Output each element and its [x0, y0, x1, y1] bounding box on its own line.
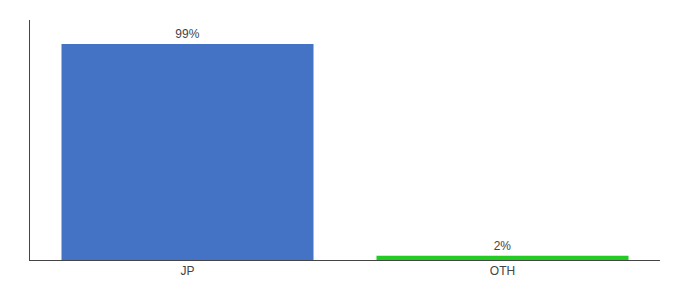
svg-text:2%: 2% — [494, 239, 512, 253]
svg-text:JP: JP — [180, 264, 194, 278]
svg-text:99%: 99% — [175, 27, 199, 41]
svg-text:OTH: OTH — [490, 264, 515, 278]
